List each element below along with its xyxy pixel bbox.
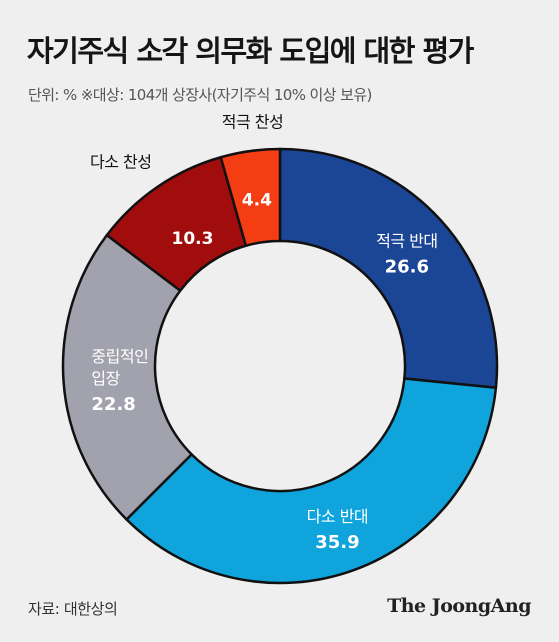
slice-label: 중립적인	[91, 347, 148, 366]
slice-label: 다소 반대	[307, 507, 368, 526]
slice-label: 적극 반대	[376, 231, 437, 250]
donut-slice	[125, 377, 498, 585]
brand-logo: The JoongAng	[387, 595, 531, 617]
slice-value: 35.9	[315, 532, 359, 553]
donut-slice	[219, 147, 282, 247]
source-note: 자료: 대한상의	[28, 600, 118, 618]
slice-label: 적극 찬성	[222, 112, 283, 131]
donut-slice	[278, 147, 499, 390]
slice-label: 다소 찬성	[90, 152, 151, 171]
slice-value: 26.6	[385, 256, 429, 277]
slice-value: 22.8	[91, 394, 135, 415]
slice-value: 4.4	[242, 191, 272, 211]
donut-slice	[61, 233, 193, 521]
chart-subtitle: 단위: % ※대상: 104개 상장사(자기주식 10% 이상 보유)	[28, 86, 372, 104]
chart-title: 자기주식 소각 의무화 도입에 대한 평가	[27, 34, 474, 68]
slice-value: 10.3	[171, 229, 213, 249]
slice-label: 입장	[91, 369, 120, 388]
